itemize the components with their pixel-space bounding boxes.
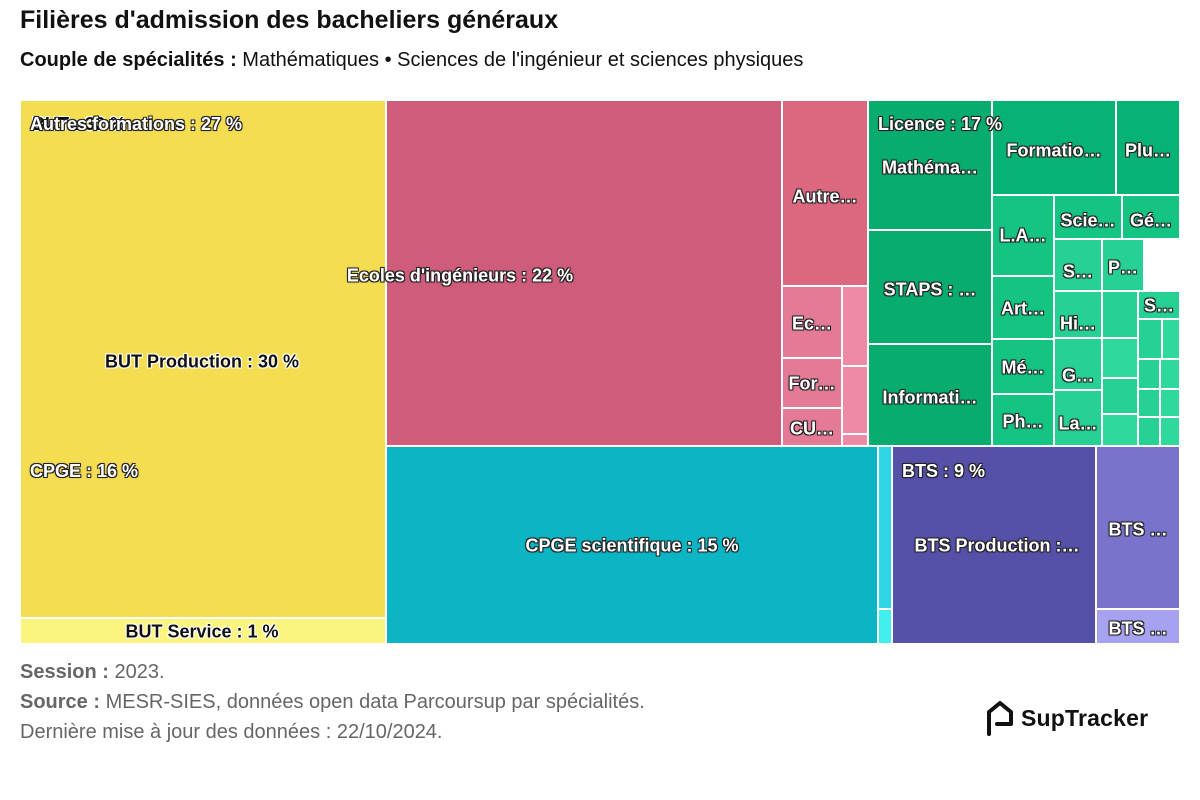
treemap-label-s: S…: [1143, 295, 1175, 316]
treemap-label-autre: Autre…: [792, 186, 858, 207]
treemap-tile-licence-small-7[interactable]: [1138, 359, 1160, 389]
treemap-label-mathema: Mathéma…: [881, 157, 979, 178]
treemap-tile-licence-2[interactable]: [868, 230, 992, 344]
treemap-tile-licence-small-5[interactable]: [1138, 319, 1162, 359]
treemap-tile-licence-small-12[interactable]: [1160, 417, 1180, 446]
treemap-tile-licence-13[interactable]: [1138, 291, 1180, 319]
treemap-tile-autres-formations-4[interactable]: [782, 358, 842, 408]
treemap-tile-autres-formations-8[interactable]: [842, 434, 868, 446]
treemap-label-bts-production: BTS Production :…: [914, 535, 1080, 556]
treemap-label-staps: STAPS : …: [883, 279, 977, 300]
treemap-tile-licence-16[interactable]: [992, 394, 1054, 446]
treemap-label-for: For…: [788, 373, 836, 394]
treemap-tile-licence-3[interactable]: [868, 344, 992, 446]
treemap-label-ecoles-d-ingenieurs: Ecoles d'ingénieurs : 22 %: [346, 265, 574, 286]
session-label: Session :: [20, 661, 109, 683]
treemap-tile-licence-small-3[interactable]: [1102, 378, 1138, 414]
treemap-tile-licence-11[interactable]: [992, 276, 1054, 339]
treemap-tile-licence-small-11[interactable]: [1138, 417, 1160, 446]
treemap-tile-licence-small-9[interactable]: [1138, 389, 1160, 417]
treemap-label-cpge-scientifique: CPGE scientifique : 15 %: [525, 535, 739, 556]
treemap-tile-licence-14[interactable]: [992, 339, 1054, 394]
treemap-tile-licence-small-2[interactable]: [1102, 338, 1138, 378]
source-label: Source :: [20, 691, 101, 713]
treemap-label-s: S…: [1062, 261, 1094, 282]
treemap-tile-licence-17[interactable]: [1054, 390, 1102, 446]
treemap-label-la: La…: [1058, 413, 1098, 434]
treemap-tile-licence-5[interactable]: [1116, 100, 1180, 195]
treemap-label-ph: Ph…: [1002, 411, 1044, 432]
brand-name: SupTracker: [1021, 704, 1149, 731]
treemap-tile-licence-small-4[interactable]: [1102, 414, 1138, 446]
treemap-tile-licence-7[interactable]: [1054, 195, 1122, 239]
treemap-tile-but-2[interactable]: [20, 618, 386, 644]
chart-title: Filières d'admission des bacheliers géné…: [20, 6, 559, 34]
treemap-tile-licence-15[interactable]: [1054, 338, 1102, 390]
treemap-label-scie: Scie…: [1060, 210, 1116, 231]
treemap-tile-licence-10[interactable]: [1102, 239, 1144, 291]
chart-subtitle: Couple de spécialités : Mathématiques • …: [20, 49, 803, 72]
treemap-tile-licence-9[interactable]: [1054, 239, 1102, 291]
treemap-tile-licence-4[interactable]: [992, 100, 1116, 195]
treemap-label-me: Mé…: [1001, 357, 1045, 378]
treemap-label-but-service: BUT Service : 1 %: [125, 621, 279, 642]
treemap-tile-licence-8[interactable]: [1122, 195, 1180, 239]
source-line: Source : MESR-SIES, données open data Pa…: [20, 687, 645, 717]
treemap-label-bts: BTS …: [1108, 618, 1168, 639]
treemap-tile-licence-1[interactable]: [868, 100, 992, 230]
treemap-tile-autres-formations-2[interactable]: [782, 100, 868, 286]
treemap-group-label-bts: BTS : 9 %: [902, 461, 986, 481]
treemap-tile-bts-2[interactable]: [1096, 446, 1180, 609]
treemap-chart: BUT Production : 30 % BUT Service : 1 % BU…: [20, 100, 1180, 644]
treemap-tile-licence-small-1[interactable]: [1102, 291, 1138, 338]
brand[interactable]: SupTracker: [985, 700, 1148, 736]
treemap-label-informati: Informati…: [882, 387, 978, 408]
treemap-tile-licence-small-10[interactable]: [1160, 389, 1180, 417]
treemap-label-ec: Ec…: [791, 313, 833, 334]
treemap-label-hi: Hi…: [1060, 313, 1096, 334]
treemap-group-label-but: BUT : 32 %: [32, 114, 127, 134]
treemap-tile-licence-small-6[interactable]: [1162, 319, 1180, 359]
source-value: MESR-SIES, données open data Parcoursup …: [105, 691, 645, 713]
treemap-tile-cpge-1[interactable]: [386, 446, 878, 644]
treemap-group-label-licence: Licence : 17 %: [878, 114, 1003, 134]
treemap-tile-bts-3[interactable]: [1096, 609, 1180, 644]
chart-footer: Session : 2023. Source : MESR-SIES, donn…: [20, 657, 645, 747]
treemap-label-art: Art…: [1001, 298, 1045, 319]
treemap-label-plu: Plu…: [1124, 140, 1172, 161]
treemap-tile-autres-formations-3[interactable]: [782, 286, 842, 358]
treemap-label-but-production: BUT Production : 30 %: [104, 351, 300, 372]
subtitle-value: Mathématiques • Sciences de l'ingénieur …: [242, 49, 804, 71]
treemap-tile-autres-formations-5[interactable]: [782, 408, 842, 446]
treemap-tile-autres-formations-1[interactable]: [386, 100, 782, 446]
treemap-group-label-cpge: CPGE : 16 %: [30, 461, 139, 481]
session-line: Session : 2023.: [20, 657, 645, 687]
subtitle-label: Couple de spécialités :: [20, 49, 237, 71]
treemap-label-g: G…: [1061, 365, 1095, 386]
treemap-label-p: P…: [1107, 257, 1139, 278]
update-line: Dernière mise à jour des données : 22/10…: [20, 721, 443, 743]
treemap-label-bts: BTS …: [1108, 519, 1168, 540]
treemap-label-cu: CU…: [790, 418, 834, 439]
treemap-tile-licence-small-8[interactable]: [1160, 359, 1180, 389]
treemap-tile-cpge-3[interactable]: [878, 609, 892, 644]
treemap-tile-autres-formations-6[interactable]: [842, 286, 868, 366]
treemap-group-label-autres-formations: Autres formations : 27 %: [30, 114, 243, 134]
treemap-tile-cpge-2[interactable]: [878, 446, 892, 609]
session-value: 2023.: [114, 661, 165, 683]
treemap-tile-licence-12[interactable]: [1054, 291, 1102, 338]
treemap-label-l-a: L.A…: [999, 225, 1047, 246]
treemap-tile-licence-6[interactable]: [992, 195, 1054, 276]
treemap-tile-autres-formations-7[interactable]: [842, 366, 868, 434]
treemap-label-formatio: Formatio…: [1006, 140, 1102, 161]
suptracker-logo-icon: [987, 701, 1013, 736]
treemap-tile-bts-1[interactable]: [892, 446, 1096, 644]
treemap-tile-but-1[interactable]: [20, 100, 386, 618]
treemap-label-ge: Gé…: [1129, 210, 1173, 231]
